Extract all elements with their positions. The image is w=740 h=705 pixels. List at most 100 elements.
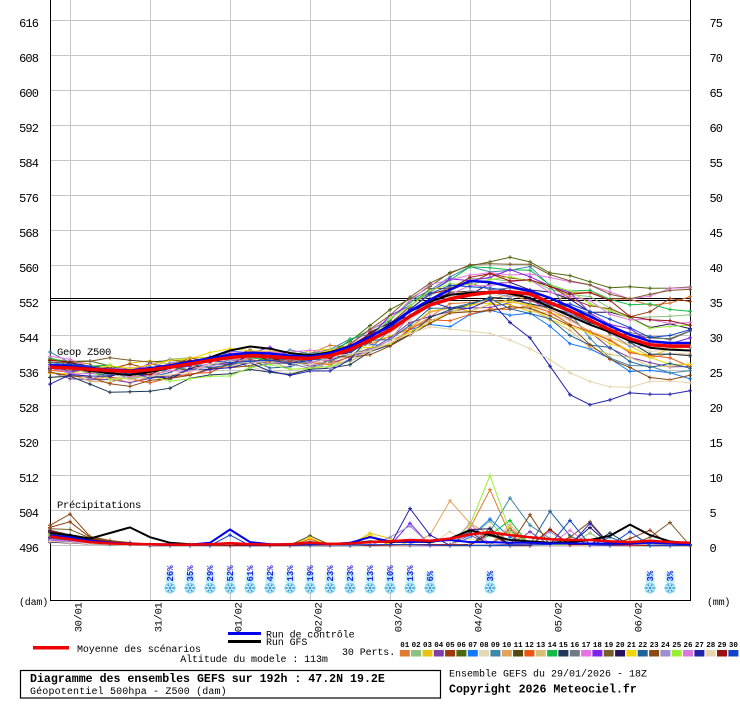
- svg-text:20: 20: [616, 642, 626, 650]
- svg-text:01/02: 01/02: [234, 602, 246, 632]
- svg-text:06/02: 06/02: [634, 602, 646, 632]
- svg-text:Moyenne des scénarios: Moyenne des scénarios: [77, 644, 201, 656]
- svg-text:13: 13: [536, 642, 546, 650]
- svg-text:Ensemble GEFS du 29/01/2026 -: Ensemble GEFS du 29/01/2026 - 18Z: [449, 669, 647, 681]
- svg-text:31/01: 31/01: [154, 602, 166, 632]
- svg-text:24: 24: [661, 642, 671, 650]
- svg-text:504: 504: [19, 507, 39, 521]
- svg-text:61%: 61%: [246, 565, 256, 582]
- svg-text:576: 576: [19, 192, 39, 206]
- svg-text:09: 09: [491, 642, 501, 650]
- svg-text:(dam): (dam): [19, 597, 48, 609]
- svg-text:03: 03: [423, 642, 433, 650]
- svg-text:Altitude du modele : 113m: Altitude du modele : 113m: [180, 654, 328, 666]
- svg-text:20: 20: [710, 402, 723, 416]
- svg-text:552: 552: [19, 297, 39, 311]
- svg-text:40: 40: [710, 262, 723, 276]
- svg-text:23%: 23%: [346, 565, 356, 582]
- svg-text:568: 568: [19, 227, 39, 241]
- svg-text:17: 17: [582, 642, 591, 650]
- svg-text:01: 01: [400, 642, 410, 650]
- svg-text:50: 50: [710, 192, 723, 206]
- svg-text:536: 536: [19, 367, 39, 381]
- svg-text:600: 600: [19, 87, 39, 101]
- svg-text:75: 75: [710, 17, 723, 31]
- svg-text:0: 0: [710, 542, 717, 556]
- svg-text:12: 12: [525, 642, 535, 650]
- svg-text:45: 45: [710, 227, 723, 241]
- svg-text:616: 616: [19, 17, 39, 31]
- svg-text:11: 11: [514, 642, 524, 650]
- svg-text:29: 29: [717, 642, 727, 650]
- svg-text:42%: 42%: [266, 565, 276, 582]
- svg-text:18: 18: [593, 642, 603, 650]
- svg-text:5: 5: [710, 507, 717, 521]
- svg-text:35: 35: [710, 297, 723, 311]
- svg-text:23%: 23%: [326, 565, 336, 582]
- svg-text:04: 04: [434, 642, 444, 650]
- svg-text:6%: 6%: [426, 570, 436, 581]
- svg-text:10%: 10%: [386, 565, 396, 582]
- svg-text:23: 23: [650, 642, 660, 650]
- svg-text:13%: 13%: [406, 565, 416, 582]
- svg-text:05: 05: [446, 642, 456, 650]
- svg-text:Copyright 2026 Meteociel.fr: Copyright 2026 Meteociel.fr: [449, 684, 637, 697]
- svg-text:14: 14: [548, 642, 558, 650]
- svg-text:10: 10: [710, 472, 723, 486]
- svg-text:70: 70: [710, 52, 723, 66]
- svg-text:25: 25: [710, 367, 723, 381]
- svg-text:(mm): (mm): [707, 597, 730, 609]
- svg-text:22: 22: [638, 642, 648, 650]
- svg-text:Run de contrôle: Run de contrôle: [266, 630, 355, 642]
- svg-text:15: 15: [559, 642, 569, 650]
- svg-text:30: 30: [710, 332, 723, 346]
- svg-text:Run GFS: Run GFS: [266, 638, 307, 649]
- svg-text:3%: 3%: [646, 570, 656, 581]
- svg-text:Diagramme des ensembles GEFS s: Diagramme des ensembles GEFS sur 192h : …: [30, 673, 385, 686]
- svg-text:30 Perts.: 30 Perts.: [342, 648, 395, 659]
- svg-text:60: 60: [710, 122, 723, 136]
- svg-text:29%: 29%: [206, 565, 216, 582]
- svg-text:04/02: 04/02: [474, 602, 486, 632]
- svg-text:03/02: 03/02: [394, 602, 406, 632]
- svg-text:26: 26: [683, 642, 693, 650]
- svg-text:30: 30: [729, 642, 739, 650]
- svg-text:21: 21: [627, 642, 637, 650]
- svg-text:52%: 52%: [226, 565, 236, 582]
- svg-text:02: 02: [412, 642, 422, 650]
- svg-text:05/02: 05/02: [554, 602, 566, 632]
- svg-text:25: 25: [672, 642, 682, 650]
- svg-text:15: 15: [710, 437, 723, 451]
- svg-text:Précipitations: Précipitations: [57, 500, 141, 512]
- svg-text:26%: 26%: [166, 565, 176, 582]
- svg-text:584: 584: [19, 157, 39, 171]
- svg-text:10: 10: [502, 642, 512, 650]
- svg-text:07: 07: [468, 642, 477, 650]
- svg-text:08: 08: [480, 642, 490, 650]
- svg-text:19: 19: [604, 642, 614, 650]
- svg-text:02/02: 02/02: [314, 602, 326, 632]
- svg-text:65: 65: [710, 87, 723, 101]
- svg-text:528: 528: [19, 402, 39, 416]
- svg-text:16: 16: [570, 642, 580, 650]
- svg-text:3%: 3%: [666, 570, 676, 581]
- svg-text:512: 512: [19, 472, 39, 486]
- svg-text:30/01: 30/01: [74, 602, 86, 632]
- svg-text:27: 27: [695, 642, 704, 650]
- svg-text:13%: 13%: [286, 565, 296, 582]
- svg-text:28: 28: [706, 642, 716, 650]
- svg-text:520: 520: [19, 437, 39, 451]
- svg-text:544: 544: [19, 332, 39, 346]
- svg-text:3%: 3%: [486, 570, 496, 581]
- svg-text:19%: 19%: [306, 565, 316, 582]
- svg-text:496: 496: [19, 542, 39, 556]
- svg-text:13%: 13%: [366, 565, 376, 582]
- svg-text:55: 55: [710, 157, 723, 171]
- svg-text:560: 560: [19, 262, 39, 276]
- svg-text:06: 06: [457, 642, 467, 650]
- svg-text:35%: 35%: [186, 565, 196, 582]
- svg-text:608: 608: [19, 52, 39, 66]
- svg-text:592: 592: [19, 122, 39, 136]
- svg-text:Géopotentiel 500hpa - Z500 (da: Géopotentiel 500hpa - Z500 (dam): [30, 686, 227, 698]
- svg-text:Geop Z500: Geop Z500: [57, 347, 111, 359]
